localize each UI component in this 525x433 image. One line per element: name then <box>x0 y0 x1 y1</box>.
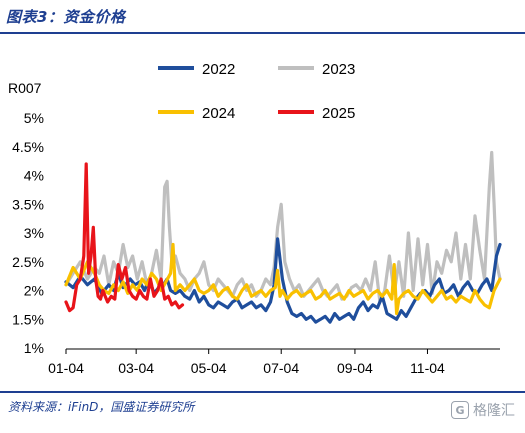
y-tick-label: 2% <box>24 283 44 299</box>
watermark-icon: G <box>451 401 469 419</box>
y-tick-label: 3.5% <box>12 196 44 212</box>
legend: 2022 2023 2024 2025 <box>158 61 355 122</box>
watermark-text: 格隆汇 <box>473 403 515 419</box>
y-tick-label: 1% <box>24 340 44 356</box>
x-tick-label: 07-04 <box>263 360 299 376</box>
watermark: G 格隆汇 <box>451 400 515 420</box>
x-tick-label: 09-04 <box>337 360 373 376</box>
y-tick-label: 4% <box>24 168 44 184</box>
series-lines <box>64 150 502 324</box>
y-tick-label: 1.5% <box>12 311 44 327</box>
source-divider <box>0 391 525 393</box>
figure-title: 图表3：资金价格 <box>6 8 126 26</box>
y-tick-label: 5% <box>24 110 44 126</box>
x-tick-label: 11-04 <box>410 360 445 376</box>
series-line-2025 <box>64 162 185 313</box>
x-tick-label: 05-04 <box>191 360 227 376</box>
y-axis-label: R007 <box>8 80 42 96</box>
x-axis-ticks: 01-04 03-04 05-04 07-04 09-04 11-04 <box>48 349 445 376</box>
y-tick-label: 2.5% <box>12 254 44 270</box>
y-axis-ticks: 1% 1.5% 2% 2.5% 3% 3.5% 4% 4.5% 5% <box>12 110 44 356</box>
source-note: 资料来源：iFinD，国盛证券研究所 <box>8 400 195 414</box>
legend-label-2022: 2022 <box>202 61 235 78</box>
y-tick-label: 4.5% <box>12 139 44 155</box>
legend-label-2025: 2025 <box>322 105 355 122</box>
title-divider <box>0 32 525 34</box>
x-tick-label: 03-04 <box>118 360 154 376</box>
rate-chart: 2022 2023 2024 2025 R007 1% 1.5% 2% 2.5% 3% 3.5%… <box>8 61 502 376</box>
legend-label-2023: 2023 <box>322 61 355 78</box>
x-tick-label: 01-04 <box>48 360 84 376</box>
y-tick-label: 3% <box>24 225 44 241</box>
legend-label-2024: 2024 <box>202 105 235 122</box>
